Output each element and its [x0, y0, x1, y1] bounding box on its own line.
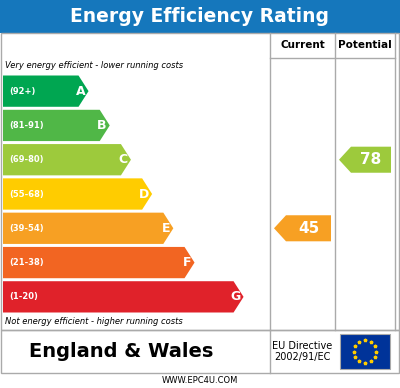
- Polygon shape: [3, 247, 194, 278]
- Text: EU Directive
2002/91/EC: EU Directive 2002/91/EC: [272, 341, 333, 362]
- Text: D: D: [139, 187, 149, 201]
- Polygon shape: [339, 147, 391, 173]
- Text: WWW.EPC4U.COM: WWW.EPC4U.COM: [162, 376, 238, 385]
- Bar: [0, 0, 400, 33]
- Text: F: F: [183, 256, 192, 269]
- Polygon shape: [3, 76, 88, 107]
- Text: England & Wales: England & Wales: [29, 342, 214, 361]
- Text: Not energy efficient - higher running costs: Not energy efficient - higher running co…: [5, 317, 183, 326]
- Text: E: E: [162, 222, 170, 235]
- Polygon shape: [3, 178, 152, 210]
- Bar: [1, 330, 399, 373]
- Text: C: C: [119, 153, 128, 166]
- Polygon shape: [274, 215, 331, 241]
- Text: (39-54): (39-54): [9, 224, 44, 233]
- Text: Potential: Potential: [338, 40, 392, 50]
- Text: Energy Efficiency Rating: Energy Efficiency Rating: [70, 7, 330, 26]
- Text: B: B: [97, 119, 107, 132]
- Polygon shape: [3, 213, 173, 244]
- Polygon shape: [3, 144, 131, 175]
- Text: (1-20): (1-20): [9, 292, 38, 301]
- Polygon shape: [3, 110, 110, 141]
- Text: (81-91): (81-91): [9, 121, 44, 130]
- Text: G: G: [230, 290, 240, 303]
- Text: 45: 45: [298, 221, 319, 236]
- Text: (69-80): (69-80): [9, 155, 44, 164]
- Text: (92+): (92+): [9, 87, 35, 96]
- Polygon shape: [3, 281, 244, 312]
- Text: Very energy efficient - lower running costs: Very energy efficient - lower running co…: [5, 62, 183, 71]
- Bar: [340, 334, 390, 369]
- Text: A: A: [76, 85, 86, 98]
- Bar: [1, 33, 399, 330]
- Text: (55-68): (55-68): [9, 189, 44, 199]
- Text: 78: 78: [360, 152, 382, 167]
- Text: Current: Current: [280, 40, 325, 50]
- Text: (21-38): (21-38): [9, 258, 44, 267]
